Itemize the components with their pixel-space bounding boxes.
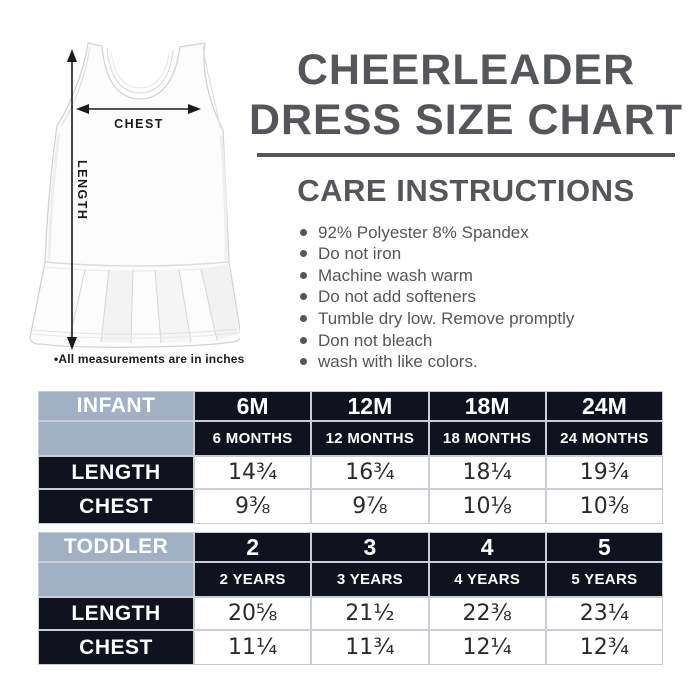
size-header: 3 bbox=[312, 533, 428, 561]
measurement-value: 12¼ bbox=[429, 631, 545, 664]
measurement-value: 10⅜ bbox=[546, 490, 662, 523]
measurement-value: 22⅜ bbox=[429, 598, 545, 629]
care-instructions-heading: CARE INSTRUCTIONS bbox=[297, 172, 635, 208]
care-instruction-item: Do not iron bbox=[300, 243, 692, 265]
row-label-chest: CHEST bbox=[39, 631, 193, 664]
measurement-value: 9⅜ bbox=[195, 490, 311, 523]
measurement-value: 18¼ bbox=[429, 457, 545, 488]
size-tables: INFANT 6M 12M 18M 24M 6 MONTHS 12 MONTHS… bbox=[38, 391, 663, 665]
group-header-spacer bbox=[39, 422, 193, 455]
care-instruction-item: Machine wash warm bbox=[300, 265, 692, 287]
measurement-value: 21½ bbox=[312, 598, 428, 629]
group-header-infant: INFANT bbox=[39, 392, 193, 420]
measurement-value: 9⅞ bbox=[312, 490, 428, 523]
size-subheader: 2 YEARS bbox=[195, 563, 311, 596]
size-table-infant: INFANT 6M 12M 18M 24M 6 MONTHS 12 MONTHS… bbox=[38, 391, 663, 524]
group-header-spacer bbox=[39, 563, 193, 596]
measurement-value: 14¾ bbox=[195, 457, 311, 488]
size-header: 4 bbox=[429, 533, 545, 561]
page-title-line1: CHEERLEADER bbox=[296, 46, 636, 94]
page-title-line2: DRESS SIZE CHART bbox=[248, 96, 684, 145]
row-label-length: LENGTH bbox=[39, 457, 193, 488]
size-subheader: 12 MONTHS bbox=[312, 422, 428, 455]
size-subheader: 18 MONTHS bbox=[429, 422, 545, 455]
measurement-value: 10⅛ bbox=[429, 490, 545, 523]
care-instructions-list: 92% Polyester 8% Spandex Do not iron Mac… bbox=[240, 222, 692, 373]
care-instruction-item: wash with like colors. bbox=[300, 351, 692, 373]
care-instruction-item: Don not bleach bbox=[300, 330, 692, 352]
page-title: CHEERLEADER DRESS SIZE CHART bbox=[240, 45, 692, 146]
care-instruction-item: Tumble dry low. Remove promptly bbox=[300, 308, 692, 330]
dress-illustration: LENGTH CHEST bbox=[29, 42, 242, 350]
row-label-chest: CHEST bbox=[39, 490, 193, 523]
size-subheader: 5 YEARS bbox=[546, 563, 662, 596]
size-header: 12M bbox=[312, 392, 428, 420]
header-section: CHEERLEADER DRESS SIZE CHART CARE INSTRU… bbox=[240, 45, 692, 373]
title-underline bbox=[257, 152, 675, 157]
length-label: LENGTH bbox=[75, 160, 89, 220]
size-subheader: 6 MONTHS bbox=[195, 422, 311, 455]
measurement-value: 16¾ bbox=[312, 457, 428, 488]
care-instruction-item: Do not add softeners bbox=[300, 286, 692, 308]
measurement-value: 20⅝ bbox=[195, 598, 311, 629]
measurement-value: 23¼ bbox=[546, 598, 662, 629]
measurement-value: 19¾ bbox=[546, 457, 662, 488]
chest-label: CHEST bbox=[114, 117, 164, 131]
size-subheader: 3 YEARS bbox=[312, 563, 428, 596]
measurement-value: 11¼ bbox=[195, 631, 311, 664]
care-instruction-item: 92% Polyester 8% Spandex bbox=[300, 222, 692, 244]
size-table-toddler: TODDLER 2 3 4 5 2 YEARS 3 YEARS 4 YEARS … bbox=[38, 532, 663, 665]
dress-silhouette bbox=[29, 42, 242, 348]
chest-arrow-icon bbox=[76, 104, 201, 114]
size-header: 2 bbox=[195, 533, 311, 561]
measurements-footnote: •All measurements are in inches bbox=[54, 352, 245, 366]
size-header: 24M bbox=[546, 392, 662, 420]
measurement-value: 11¾ bbox=[312, 631, 428, 664]
measurement-value: 12¾ bbox=[546, 631, 662, 664]
size-header: 6M bbox=[195, 392, 311, 420]
group-header-toddler: TODDLER bbox=[39, 533, 193, 561]
size-subheader: 24 MONTHS bbox=[546, 422, 662, 455]
size-subheader: 4 YEARS bbox=[429, 563, 545, 596]
dress-figure: LENGTH CHEST bbox=[25, 38, 242, 353]
size-header: 5 bbox=[546, 533, 662, 561]
row-label-length: LENGTH bbox=[39, 598, 193, 629]
size-header: 18M bbox=[429, 392, 545, 420]
length-arrow-icon bbox=[67, 49, 77, 350]
